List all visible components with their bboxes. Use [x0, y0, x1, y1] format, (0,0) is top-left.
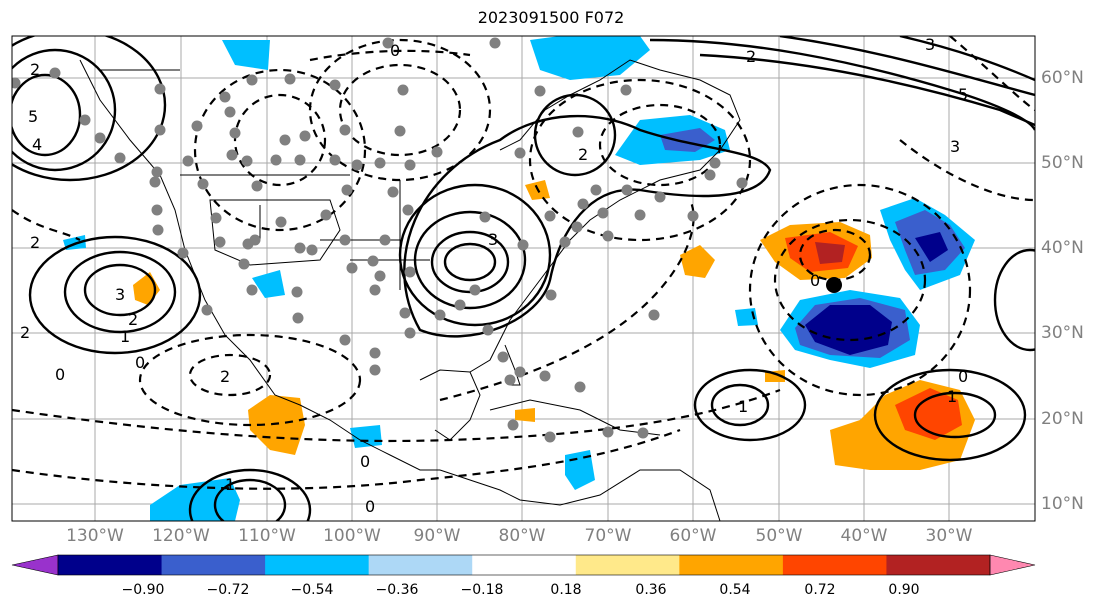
contour-label: 0 [365, 497, 375, 516]
contour-label: 1 [738, 397, 748, 416]
lat-label: 50°N [1041, 153, 1084, 173]
colorbar-bin [679, 555, 784, 575]
colorbar [11, 554, 1036, 576]
contour-label: 0 [360, 452, 370, 471]
colorbar-extend-high [989, 554, 1036, 576]
positive-contours [12, 36, 1035, 521]
lat-label: 30°N [1041, 323, 1084, 343]
contour-label: 0 [55, 365, 65, 384]
contour-label: 2 [746, 47, 756, 66]
contour-label: 3 [115, 285, 125, 304]
contour-label: 0 [135, 353, 145, 372]
lon-label: 120°W [152, 526, 210, 546]
map-frame [11, 35, 1036, 522]
colorbar-tick-label: 0.54 [719, 582, 751, 598]
colorbar-bin [161, 555, 266, 575]
lon-label: 70°W [584, 526, 632, 546]
lon-label: 100°W [323, 526, 381, 546]
contour-label: 3 [950, 137, 960, 156]
contour-label: 0 [810, 271, 820, 290]
station-markers [12, 37, 748, 443]
contour-label: 0 [958, 367, 968, 386]
contour-label: 2 [578, 145, 588, 164]
colorbar-bin [265, 555, 370, 575]
lat-label: 10°N [1041, 494, 1084, 514]
lon-label: 80°W [498, 526, 546, 546]
colorbar-bin [58, 555, 163, 575]
lat-label: 60°N [1041, 68, 1084, 88]
contour-label: 1 [947, 387, 957, 406]
colorbar-tick-label: 0.90 [888, 582, 920, 598]
colorbar-bin [782, 555, 887, 575]
contour-label: 2 [220, 367, 230, 386]
lon-label: 110°W [238, 526, 296, 546]
lon-label: 60°W [669, 526, 717, 546]
colorbar-outline [57, 554, 991, 576]
lat-label: 20°N [1041, 409, 1084, 429]
contour-label: 2 [30, 233, 40, 252]
colorbar-tick-label: 0.18 [550, 582, 582, 598]
contour-label: 2 [128, 310, 138, 329]
contour-label: 3 [488, 230, 498, 249]
contour-label-layer: 5 4 2 3 2 1 0 2 0 2 3 2 0 2 3 0 1 0 2 0 … [20, 35, 968, 516]
coastlines [79, 59, 741, 521]
colorbar-tick-label: −0.90 [121, 582, 165, 598]
colorbar-tick-label: 0.72 [804, 582, 836, 598]
contour-label: 0 [390, 41, 400, 60]
contour-label: 5 [958, 85, 968, 104]
contour-label: 2 [30, 60, 40, 79]
map-title: 2023091500 F072 [477, 8, 625, 27]
colorbar-extend-low [11, 554, 59, 576]
colorbar-tick-label: −0.18 [460, 582, 504, 598]
colorbar-tick-label: −0.54 [290, 582, 334, 598]
colorbar-bin [368, 555, 473, 575]
lon-label: 90°W [413, 526, 461, 546]
lon-label: 50°W [755, 526, 803, 546]
contour-label: 2 [20, 323, 30, 342]
colorbar-tick-label: −0.36 [375, 582, 419, 598]
lon-label: 40°W [840, 526, 888, 546]
colorbar-bin [886, 555, 991, 575]
storm-center-marker [826, 277, 842, 293]
colorbar-bin [472, 555, 577, 575]
contour-label: 1 [120, 327, 130, 346]
colorbar-tick-label: −0.72 [206, 582, 250, 598]
lat-label: 40°N [1041, 238, 1084, 258]
lon-label: 130°W [66, 526, 124, 546]
anomaly-shading [63, 36, 975, 521]
lon-label: 30°W [925, 526, 973, 546]
contour-label: 3 [925, 35, 935, 54]
negative-contours [12, 36, 1035, 490]
colorbar-tick-label: 0.36 [635, 582, 667, 598]
colorbar-bin [575, 555, 680, 575]
contour-label: 1 [225, 475, 235, 494]
contour-label: 4 [32, 135, 42, 154]
contour-label: 5 [28, 107, 38, 126]
